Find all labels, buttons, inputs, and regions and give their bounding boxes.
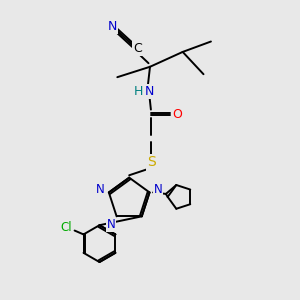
Text: N: N	[145, 85, 154, 98]
Text: N: N	[154, 183, 163, 196]
Text: N: N	[96, 183, 105, 196]
Text: Cl: Cl	[61, 221, 72, 234]
Text: N: N	[108, 20, 117, 33]
Text: N: N	[106, 218, 115, 231]
Text: H: H	[134, 85, 143, 98]
Text: C: C	[133, 42, 142, 56]
Text: S: S	[147, 155, 156, 170]
Text: O: O	[172, 108, 182, 122]
